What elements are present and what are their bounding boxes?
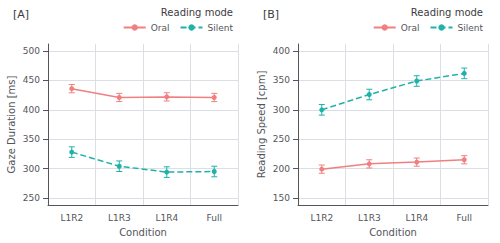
svg-text:500: 500: [23, 46, 40, 56]
svg-text:Full: Full: [207, 213, 222, 223]
svg-text:L1R4: L1R4: [155, 213, 178, 223]
svg-text:Full: Full: [457, 213, 472, 223]
svg-text:400: 400: [273, 46, 290, 56]
svg-text:350: 350: [273, 75, 290, 85]
svg-text:[B]: [B]: [263, 8, 279, 21]
svg-text:Condition: Condition: [369, 227, 417, 238]
svg-text:Gaze Duration [ms]: Gaze Duration [ms]: [6, 75, 17, 173]
svg-text:450: 450: [23, 75, 40, 85]
svg-text:L1R3: L1R3: [358, 213, 381, 223]
svg-text:Oral: Oral: [401, 23, 420, 33]
svg-text:L1R2: L1R2: [310, 213, 333, 223]
svg-text:300: 300: [23, 164, 40, 174]
svg-text:L1R4: L1R4: [405, 213, 428, 223]
svg-text:L1R3: L1R3: [108, 213, 131, 223]
svg-text:Reading mode: Reading mode: [411, 7, 483, 18]
svg-text:150: 150: [273, 193, 290, 203]
svg-text:Condition: Condition: [119, 227, 167, 238]
svg-text:350: 350: [23, 134, 40, 144]
svg-text:250: 250: [273, 134, 290, 144]
svg-text:400: 400: [23, 105, 40, 115]
svg-text:Silent: Silent: [458, 23, 484, 33]
svg-text:Reading mode: Reading mode: [161, 7, 233, 18]
svg-text:250: 250: [23, 193, 40, 203]
svg-text:[A]: [A]: [13, 8, 29, 21]
svg-text:L1R2: L1R2: [60, 213, 83, 223]
svg-text:Reading Speed [cpm]: Reading Speed [cpm]: [256, 71, 267, 179]
svg-text:Silent: Silent: [208, 23, 234, 33]
svg-text:300: 300: [273, 105, 290, 115]
svg-text:200: 200: [273, 164, 290, 174]
svg-text:Oral: Oral: [151, 23, 170, 33]
